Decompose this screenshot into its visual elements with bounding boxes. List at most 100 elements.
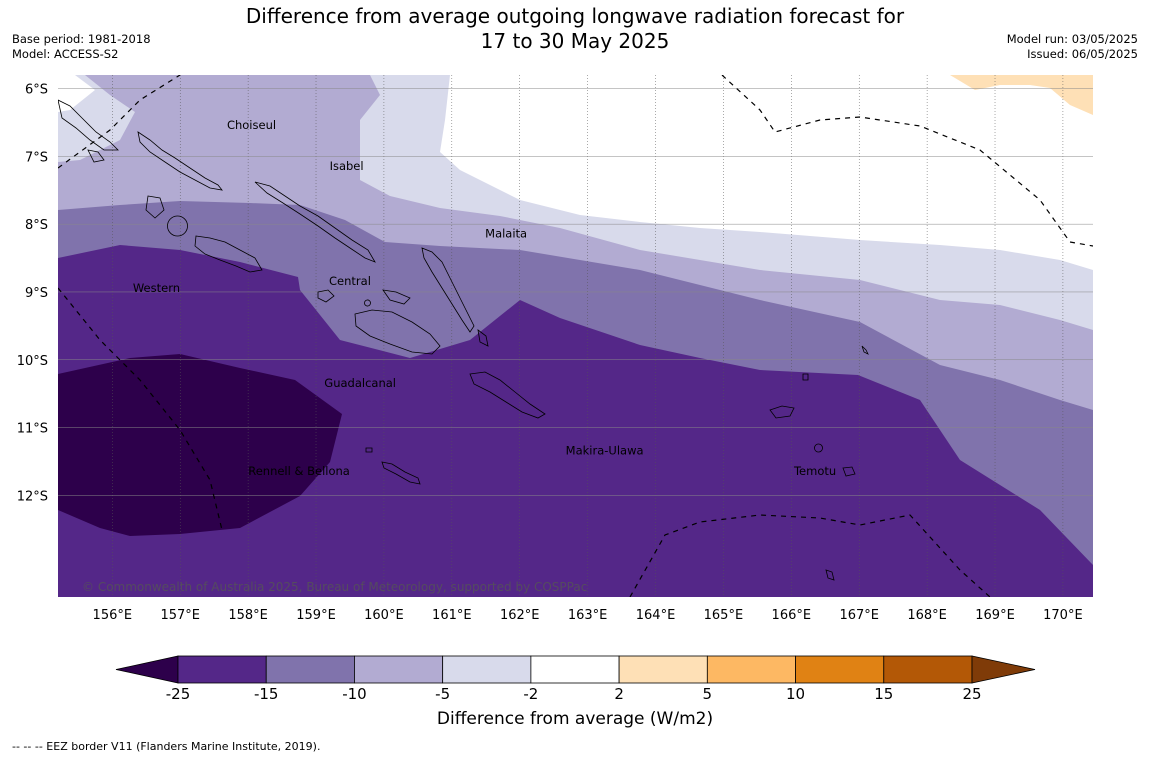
issued-date: Issued: 06/05/2025 (1027, 47, 1138, 61)
meta-right: Model run: 03/05/2025 Issued: 06/05/2025 (1007, 32, 1138, 62)
longitude-label: 167°E (839, 608, 879, 623)
colorbar-tick-label: -25 (166, 685, 191, 703)
colorbar-segment (795, 655, 885, 684)
island-malaita (421, 247, 475, 333)
island-russell (317, 289, 335, 303)
longitude-label: 159°E (296, 608, 336, 623)
island-duff (861, 345, 869, 355)
colorbar-tick-label: 15 (874, 685, 893, 703)
longitude-label: 165°E (704, 608, 744, 623)
longitude-label: 166°E (772, 608, 812, 623)
model-run: Model run: 03/05/2025 (1006, 32, 1138, 46)
colorbar-segment (265, 655, 355, 684)
latitude-label: 10°S (17, 354, 48, 369)
longitude-label: 168°E (907, 608, 947, 623)
eez-border-west (58, 287, 223, 531)
island-rennell (381, 461, 421, 485)
island-bellona (365, 447, 373, 453)
eez-border-north-west (58, 75, 181, 169)
colorbar-segments (115, 655, 1036, 684)
region-label: Choiseul (227, 118, 276, 132)
latitude-label: 6°S (25, 83, 48, 98)
latitude-labels: 6°S 7°S 8°S 9°S 10°S 11°S 12°S (17, 83, 48, 505)
latitude-label: 7°S (25, 150, 48, 165)
colorbar-tick-label: 25 (962, 685, 981, 703)
colorbar-tick-label: 5 (703, 685, 713, 703)
colorbar-tick-label: 2 (614, 685, 624, 703)
colorbar-segment (706, 655, 796, 684)
colorbar-segment (354, 655, 444, 684)
longitude-label: 158°E (228, 608, 268, 623)
island-new-georgia (194, 235, 263, 273)
colorbar-tick-label: -5 (435, 685, 450, 703)
region-label: Isabel (330, 159, 364, 173)
region-labels: Choiseul Isabel Malaita Western Central Guada… (133, 118, 836, 478)
field-band-neutral-west (58, 75, 95, 112)
region-label: Central (329, 274, 371, 288)
islands (58, 99, 869, 581)
base-period: Base period: 1981-2018 (12, 32, 151, 46)
island-utupua (814, 443, 823, 453)
eez-borders (58, 75, 1093, 597)
island-kolombangara (167, 215, 188, 237)
longitude-label: 157°E (160, 608, 200, 623)
island-florida (382, 289, 411, 305)
colorbar-tick-label: 10 (786, 685, 805, 703)
colorbar-tick-label: -15 (254, 685, 279, 703)
region-label: Western (133, 281, 180, 295)
island-isabel (254, 181, 376, 263)
map-title: Difference from average outgoing longwav… (0, 4, 1150, 54)
title-line-1: Difference from average outgoing longwav… (245, 4, 905, 28)
colorbar-segment (883, 655, 973, 684)
colorbar-extend-low (115, 655, 179, 684)
longitude-label: 161°E (432, 608, 472, 623)
colorbar-extend-high (971, 655, 1036, 684)
latitude-label: 8°S (25, 218, 48, 233)
copyright-text: © Commonwealth of Australia 2025, Bureau… (82, 580, 587, 594)
colorbar-title: Difference from average (W/m2) (436, 709, 714, 729)
island-bougainville (58, 99, 119, 151)
longitude-label: 156°E (93, 608, 133, 623)
longitude-label: 170°E (1043, 608, 1083, 623)
field-band-neutral (440, 75, 1093, 270)
field-band-plus2 (950, 75, 1093, 115)
latitude-label: 12°S (17, 489, 48, 504)
island-choiseul (137, 131, 223, 191)
region-label: Temotu (793, 464, 836, 478)
island-makira (469, 371, 546, 419)
longitude-label: 169°E (975, 608, 1015, 623)
eez-note: -- -- -- EEZ border V11 (Flanders Marine… (12, 740, 321, 753)
graticule (58, 75, 1093, 597)
longitude-label: 163°E (568, 608, 608, 623)
island-savo (364, 299, 371, 307)
island-vella (145, 195, 165, 219)
colorbar-tick-label: -2 (523, 685, 538, 703)
latitude-label: 9°S (25, 286, 48, 301)
island-maramasike (477, 329, 489, 347)
longitude-label: 164°E (636, 608, 676, 623)
region-label: Rennell & Bellona (248, 464, 350, 478)
colorbar-tick-labels: -25 -15 -10 -5 -2 2 5 10 15 25 (166, 685, 982, 703)
island-santa-cruz (769, 405, 795, 419)
colorbar-segment (618, 655, 708, 684)
colorbar-segment (442, 655, 532, 684)
longitude-labels: 156°E 157°E 158°E 159°E 160°E 161°E 162°E 163°E… (93, 608, 1083, 623)
longitude-label: 162°E (500, 608, 540, 623)
model-name: Model: ACCESS-S2 (12, 47, 119, 61)
region-label: Makira-Ulawa (566, 444, 644, 458)
island-reef (802, 373, 809, 381)
colorbar-tick-label: -10 (342, 685, 367, 703)
region-label: Malaita (485, 227, 527, 241)
field-band-minus25 (58, 354, 342, 536)
meta-left: Base period: 1981-2018 Model: ACCESS-S2 (12, 32, 151, 62)
eez-border-north-east (721, 75, 1093, 247)
title-line-2: 17 to 30 May 2025 (480, 29, 670, 53)
region-label: Guadalcanal (324, 376, 396, 390)
latitude-label: 11°S (17, 422, 48, 437)
island-vanikoro (842, 466, 856, 477)
island-guadalcanal (354, 309, 441, 355)
eez-border-south-east (629, 514, 991, 597)
colorbar-segment (177, 655, 267, 684)
longitude-label: 160°E (364, 608, 404, 623)
